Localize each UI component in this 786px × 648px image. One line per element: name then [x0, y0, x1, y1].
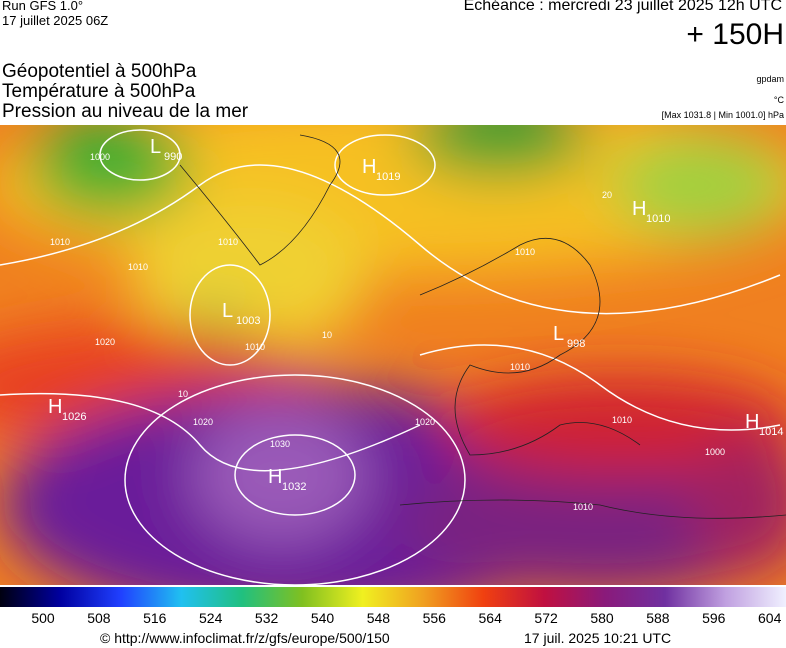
unit: [Max 1031.8 | Min 1001.0] hPa	[661, 110, 784, 120]
contour-label: 1000	[90, 152, 110, 162]
contour-label: 1020	[193, 417, 213, 427]
center-symbol: H	[362, 156, 376, 178]
valid-time: Echéance : mercredi 23 juillet 2025 12h …	[463, 0, 782, 14]
generated: 17 juil. 2025 10:21 UTC	[524, 630, 672, 646]
colorbar-label: 540	[310, 610, 335, 626]
center-value: 1014	[759, 426, 783, 438]
field: Température à 500hPa	[2, 81, 196, 102]
center-value: 1019	[376, 171, 400, 183]
colorbar-label: 500	[31, 610, 55, 626]
field: Pression au niveau de la mer	[2, 101, 249, 122]
colorbar-label: 588	[646, 610, 670, 626]
colorbar-label: 572	[534, 610, 558, 626]
contour-label: 1010	[128, 262, 148, 272]
colorbar-label: 516	[143, 610, 167, 626]
contour-label: 1010	[50, 237, 70, 247]
center-symbol: H	[48, 396, 62, 418]
contour-label: 1010	[573, 502, 593, 512]
run-date: 17 juillet 2025 06Z	[2, 13, 109, 28]
center-value: 1026	[62, 411, 86, 423]
center-symbol: L	[150, 136, 161, 158]
contour-label: 1010	[510, 362, 530, 372]
lead-time: + 150H	[686, 18, 784, 51]
contour-label: 10	[178, 389, 188, 399]
field: Géopotentiel à 500hPa	[2, 61, 197, 82]
colorbar-label: 508	[87, 610, 111, 626]
contour-label: 1010	[218, 237, 238, 247]
center-value: 998	[567, 338, 585, 350]
unit: gpdam	[756, 74, 784, 84]
colorbar-label: 556	[422, 610, 446, 626]
colorbar-label: 564	[478, 610, 502, 626]
center-symbol: H	[268, 466, 282, 488]
contour-label: 1020	[95, 337, 115, 347]
contour-label: 20	[602, 190, 612, 200]
colorbar-label: 596	[702, 610, 726, 626]
center-value: 1010	[646, 213, 670, 225]
contour-label: 1010	[245, 342, 265, 352]
colorbar-label: 580	[590, 610, 614, 626]
center-value: 990	[164, 151, 182, 163]
colorbar-label: 524	[199, 610, 223, 626]
coastlines	[179, 134, 786, 519]
center-symbol: H	[632, 198, 646, 220]
contour-label: 10	[322, 330, 332, 340]
isobars	[0, 129, 781, 585]
center-symbol: L	[553, 323, 564, 345]
contour-label: 1030	[270, 439, 290, 449]
center-symbol: L	[222, 300, 233, 322]
center-value: 1003	[236, 315, 260, 327]
contour-label: 1010	[515, 247, 535, 257]
colorbar-label: 548	[366, 610, 391, 626]
temperature-field	[0, 125, 786, 585]
source-url: © http://www.infoclimat.fr/z/gfs/europe/…	[100, 630, 390, 646]
colorbar-label: 532	[254, 610, 279, 626]
colorbar-label: 604	[758, 610, 782, 626]
contour-label: 1000	[705, 447, 725, 457]
contour-label: 1020	[415, 417, 435, 427]
center-value: 1032	[282, 481, 306, 493]
center-symbol: H	[745, 411, 759, 433]
unit: °C	[773, 95, 784, 105]
colorbar	[0, 587, 786, 607]
contour-label: 1010	[612, 415, 632, 425]
run: Run GFS 1.0°	[2, 0, 84, 13]
